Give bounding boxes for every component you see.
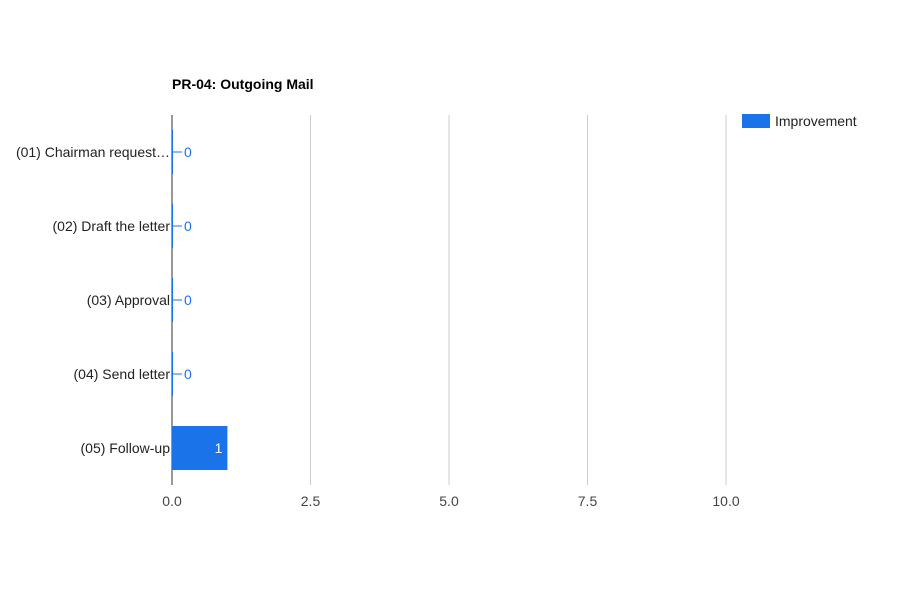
legend-swatch-improvement (742, 114, 770, 128)
data-label: 1 (215, 440, 223, 456)
x-tick-label: 2.5 (301, 493, 321, 509)
x-tick-label: 5.0 (439, 493, 459, 509)
data-label: 0 (184, 366, 192, 382)
category-label: (03) Approval (87, 292, 170, 308)
bar (172, 426, 228, 470)
category-label: (05) Follow-up (81, 440, 171, 456)
category-label: (04) Send letter (74, 366, 171, 382)
data-label: 0 (184, 218, 192, 234)
x-tick-label: 7.5 (578, 493, 598, 509)
category-label: (02) Draft the letter (53, 218, 171, 234)
data-label: 0 (184, 144, 192, 160)
legend-label-improvement: Improvement (775, 113, 857, 129)
x-tick-label: 10.0 (712, 493, 739, 509)
data-label: 0 (184, 292, 192, 308)
chart-title: PR-04: Outgoing Mail (172, 76, 314, 92)
category-label: (01) Chairman request… (16, 144, 170, 160)
x-tick-label: 0.0 (162, 493, 182, 509)
legend: Improvement (742, 113, 857, 129)
